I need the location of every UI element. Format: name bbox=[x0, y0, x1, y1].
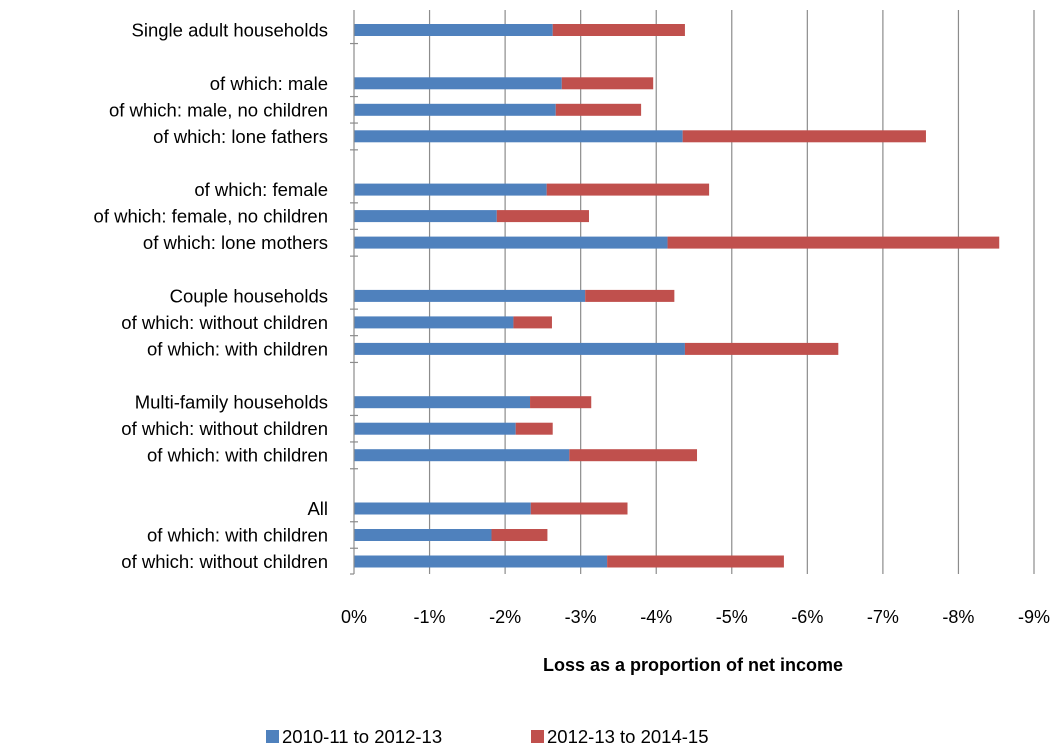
bar-2012-13-to-2014-15 bbox=[515, 422, 553, 435]
bar-2012-13-to-2014-15 bbox=[569, 449, 698, 462]
legend-label: 2012-13 to 2014-15 bbox=[547, 726, 709, 747]
bar-2012-13-to-2014-15 bbox=[607, 555, 784, 568]
category-label: of which: with children bbox=[147, 445, 328, 466]
x-tick-label: -7% bbox=[867, 607, 899, 627]
category-labels: Single adult households of which: male of … bbox=[94, 20, 328, 573]
category-label: of which: female, no children bbox=[94, 206, 328, 227]
bar-2010-11-to-2012-13 bbox=[354, 183, 547, 196]
category-label: Couple households bbox=[170, 285, 328, 306]
x-tick-label: -6% bbox=[791, 607, 823, 627]
legend-swatch bbox=[531, 730, 544, 743]
bar-2010-11-to-2012-13 bbox=[354, 449, 570, 462]
bar-2012-13-to-2014-15 bbox=[546, 183, 710, 196]
x-tick-label: -1% bbox=[414, 607, 446, 627]
bar-2012-13-to-2014-15 bbox=[552, 24, 685, 36]
bar-2012-13-to-2014-15 bbox=[561, 77, 654, 90]
axes bbox=[350, 10, 358, 575]
legend-swatch bbox=[266, 730, 279, 743]
bar-2010-11-to-2012-13 bbox=[354, 24, 553, 36]
x-tick-label: -4% bbox=[640, 607, 672, 627]
bar-2012-13-to-2014-15 bbox=[684, 342, 839, 355]
x-axis-title: Loss as a proportion of net income bbox=[543, 655, 843, 675]
bar-2010-11-to-2012-13 bbox=[354, 316, 514, 329]
bar-2010-11-to-2012-13 bbox=[354, 210, 497, 223]
bars bbox=[354, 24, 1000, 568]
category-label: of which: lone fathers bbox=[153, 126, 328, 147]
bar-2010-11-to-2012-13 bbox=[354, 236, 668, 249]
category-label: of which: male, no children bbox=[109, 99, 328, 120]
x-tick-label: -5% bbox=[716, 607, 748, 627]
bar-2012-13-to-2014-15 bbox=[667, 236, 1000, 249]
bar-2010-11-to-2012-13 bbox=[354, 342, 685, 355]
bar-2012-13-to-2014-15 bbox=[530, 396, 592, 409]
category-label: of which: lone mothers bbox=[143, 232, 328, 253]
x-tick-label: -8% bbox=[942, 607, 974, 627]
bar-2012-13-to-2014-15 bbox=[682, 130, 926, 143]
bar-2012-13-to-2014-15 bbox=[530, 502, 628, 515]
legend: 2010-11 to 2012-13 2012-13 to 2014-15 bbox=[266, 726, 709, 747]
category-label: of which: male bbox=[210, 73, 328, 94]
bar-2012-13-to-2014-15 bbox=[555, 103, 642, 116]
bar-2012-13-to-2014-15 bbox=[491, 529, 548, 541]
bar-2010-11-to-2012-13 bbox=[354, 77, 562, 90]
bar-2010-11-to-2012-13 bbox=[354, 502, 531, 515]
bar-2012-13-to-2014-15 bbox=[585, 289, 675, 302]
legend-label: 2010-11 to 2012-13 bbox=[282, 726, 442, 747]
bar-2012-13-to-2014-15 bbox=[513, 316, 552, 329]
bar-2010-11-to-2012-13 bbox=[354, 396, 531, 409]
x-tick-labels: 0% -1% -2% -3% -4% -5% -6% -7% -8% -9% bbox=[341, 607, 1050, 627]
category-label: Single adult households bbox=[132, 20, 328, 41]
x-tick-label: -9% bbox=[1018, 607, 1050, 627]
category-label: of which: without children bbox=[121, 551, 328, 572]
category-label: of which: with children bbox=[147, 525, 328, 546]
bar-2010-11-to-2012-13 bbox=[354, 103, 556, 116]
category-label: of which: without children bbox=[121, 312, 328, 333]
bar-2010-11-to-2012-13 bbox=[354, 555, 608, 568]
x-tick-label: -2% bbox=[489, 607, 521, 627]
x-tick-label: -3% bbox=[565, 607, 597, 627]
bar-2010-11-to-2012-13 bbox=[354, 289, 586, 302]
bar-2010-11-to-2012-13 bbox=[354, 422, 516, 435]
category-label: of which: with children bbox=[147, 338, 328, 359]
category-label: All bbox=[307, 498, 328, 519]
x-tick-label: 0% bbox=[341, 607, 367, 627]
bar-2010-11-to-2012-13 bbox=[354, 130, 683, 143]
category-label: of which: without children bbox=[121, 418, 328, 439]
bar-2010-11-to-2012-13 bbox=[354, 529, 492, 541]
category-label: Multi-family households bbox=[135, 392, 328, 413]
bar-2012-13-to-2014-15 bbox=[496, 210, 589, 223]
category-label: of which: female bbox=[194, 179, 328, 200]
